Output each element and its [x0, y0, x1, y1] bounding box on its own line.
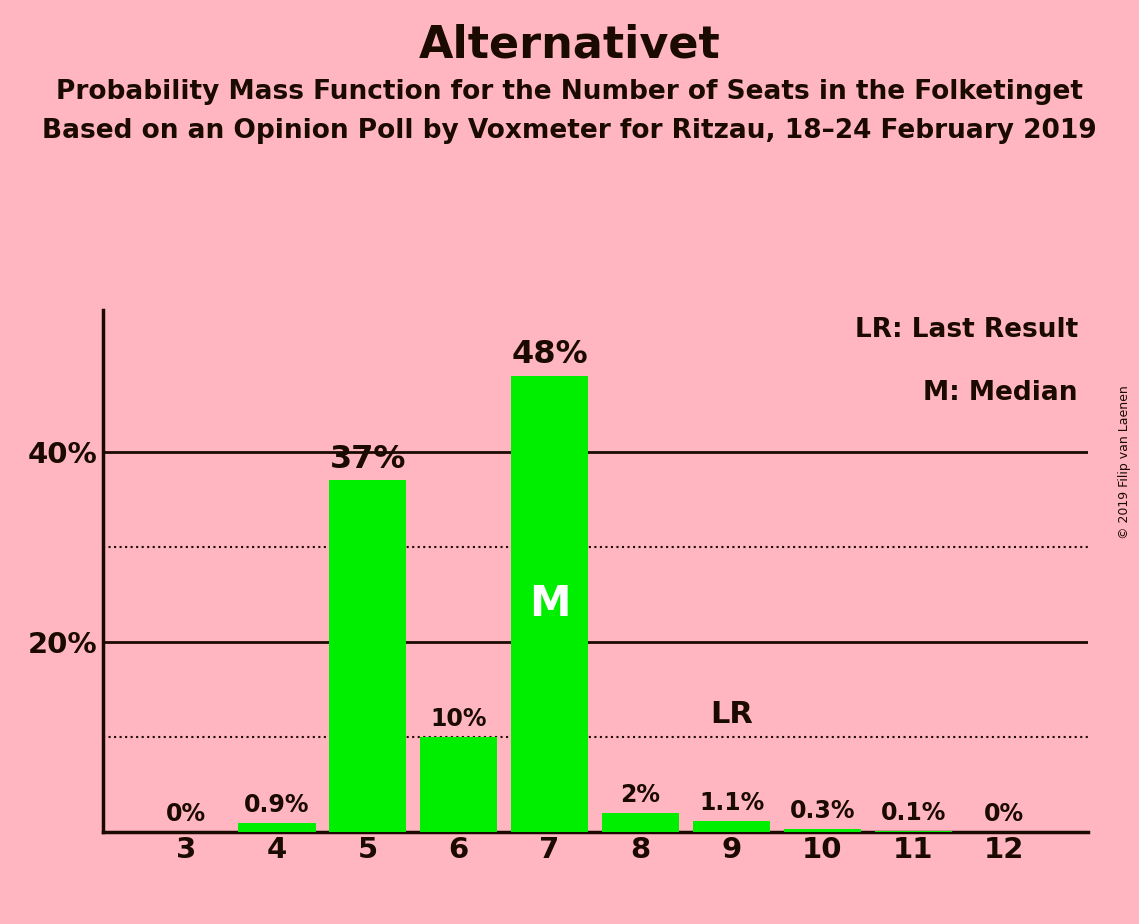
Text: 0.9%: 0.9%: [244, 794, 310, 818]
Text: LR: LR: [710, 700, 753, 729]
Bar: [601, 812, 679, 832]
Bar: [329, 480, 407, 832]
Text: 10%: 10%: [431, 707, 487, 731]
Bar: [511, 376, 589, 832]
Text: 0.1%: 0.1%: [880, 801, 947, 825]
Text: Based on an Opinion Poll by Voxmeter for Ritzau, 18–24 February 2019: Based on an Opinion Poll by Voxmeter for…: [42, 118, 1097, 144]
Text: Alternativet: Alternativet: [419, 23, 720, 67]
Text: LR: Last Result: LR: Last Result: [854, 317, 1077, 344]
Text: M: M: [528, 583, 571, 625]
Bar: [784, 829, 861, 832]
Text: 37%: 37%: [329, 444, 405, 475]
Text: 0%: 0%: [984, 802, 1024, 826]
Bar: [238, 823, 316, 832]
Text: © 2019 Filip van Laenen: © 2019 Filip van Laenen: [1118, 385, 1131, 539]
Text: 48%: 48%: [511, 339, 588, 371]
Text: M: Median: M: Median: [924, 380, 1077, 406]
Text: 0.3%: 0.3%: [789, 799, 855, 823]
Bar: [420, 736, 498, 832]
Text: 1.1%: 1.1%: [699, 792, 764, 816]
Text: 0%: 0%: [166, 802, 206, 826]
Bar: [875, 831, 952, 832]
Text: 2%: 2%: [621, 783, 661, 807]
Bar: [693, 821, 770, 832]
Text: Probability Mass Function for the Number of Seats in the Folketinget: Probability Mass Function for the Number…: [56, 79, 1083, 104]
